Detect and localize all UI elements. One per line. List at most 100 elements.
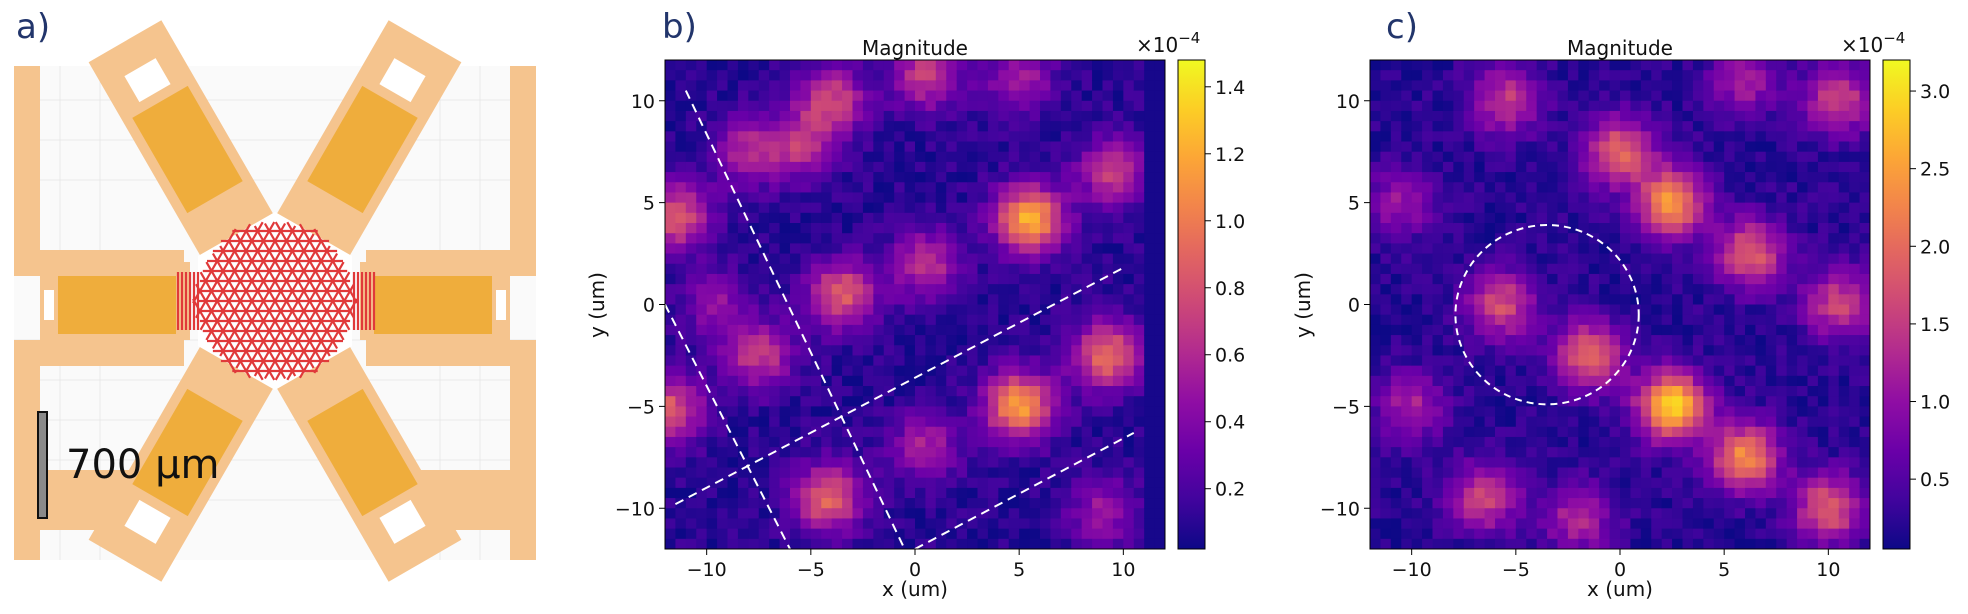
- heatmap-cell: [1776, 467, 1788, 479]
- heatmap-cell: [1536, 345, 1548, 357]
- heatmap-cell: [831, 304, 843, 316]
- heatmap-cell: [925, 233, 937, 244]
- heatmap-cell: [790, 121, 802, 132]
- heatmap-cell: [967, 90, 979, 102]
- heatmap-cell: [1682, 406, 1694, 418]
- heatmap-cell: [1797, 406, 1809, 418]
- heatmap-cell: [1060, 508, 1072, 520]
- heatmap-cell: [1588, 477, 1600, 489]
- heatmap-cell: [1692, 365, 1704, 377]
- heatmap-cell: [967, 131, 979, 143]
- heatmap-cell: [1050, 477, 1062, 489]
- heatmap-cell: [1817, 304, 1829, 316]
- heatmap-cell: [1724, 518, 1736, 530]
- heatmap-cell: [873, 396, 885, 407]
- heatmap-cell: [779, 172, 791, 183]
- heatmap-cell: [1040, 223, 1052, 234]
- heatmap-cell: [1484, 253, 1496, 265]
- heatmap-cell: [685, 304, 697, 316]
- heatmap-cell: [977, 335, 989, 346]
- heatmap-cell: [1609, 335, 1621, 346]
- heatmap-cell: [915, 304, 927, 316]
- heatmap-cell: [1092, 192, 1104, 204]
- heatmap-cell: [935, 406, 947, 418]
- heatmap-cell: [831, 233, 843, 244]
- heatmap-cell: [1713, 467, 1725, 479]
- heatmap-cell: [1422, 335, 1434, 346]
- heatmap-cell: [1817, 243, 1829, 255]
- heatmap-cell: [946, 233, 958, 244]
- heatmap-cell: [758, 365, 770, 377]
- heatmap-cell: [1123, 294, 1135, 306]
- heatmap-cell: [1453, 467, 1465, 479]
- heatmap-cell: [1797, 314, 1809, 326]
- heatmap-cell: [1432, 345, 1444, 357]
- heatmap-cell: [1630, 304, 1642, 316]
- heatmap-cell: [706, 121, 718, 132]
- heatmap-cell: [967, 212, 979, 224]
- heatmap-cell: [915, 375, 927, 387]
- heatmap-cell: [883, 426, 895, 438]
- heatmap-cell: [1682, 253, 1694, 265]
- heatmap-cell: [1463, 447, 1475, 458]
- heatmap-cell: [925, 416, 937, 428]
- heatmap-cell: [904, 161, 916, 173]
- heatmap-cell: [1380, 151, 1392, 163]
- heatmap-cell: [1807, 335, 1819, 346]
- heatmap-cell: [1411, 345, 1423, 357]
- heatmap-cell: [1817, 172, 1829, 183]
- heatmap-cell: [1734, 487, 1746, 499]
- heatmap-cell: [1755, 457, 1767, 469]
- heatmap-cell: [1432, 396, 1444, 407]
- heatmap-cell: [1133, 80, 1145, 92]
- heatmap-cell: [1734, 518, 1746, 530]
- heatmap-cell: [1092, 406, 1104, 418]
- heatmap-cell: [862, 70, 874, 81]
- heatmap-cell: [946, 304, 958, 316]
- heatmap-cell: [873, 121, 885, 132]
- heatmap-cell: [1092, 151, 1104, 163]
- heatmap-cell: [1849, 467, 1861, 479]
- heatmap-cell: [1422, 416, 1434, 428]
- heatmap-cell: [1515, 467, 1527, 479]
- heatmap-cell: [1838, 508, 1850, 520]
- heatmap-cell: [1463, 508, 1475, 520]
- heatmap-cell: [956, 192, 968, 204]
- heatmap-cell: [779, 365, 791, 377]
- heatmap-cell: [915, 233, 927, 244]
- heatmap-cell: [1567, 518, 1579, 530]
- heatmap-cell: [1380, 416, 1392, 428]
- heatmap-cell: [1786, 447, 1798, 458]
- heatmap-cell: [1807, 365, 1819, 377]
- heatmap-cell: [675, 294, 687, 306]
- heatmap-cell: [1008, 396, 1020, 407]
- heatmap-cell: [758, 90, 770, 102]
- heatmap-cell: [675, 498, 687, 509]
- heatmap-cell: [1370, 447, 1382, 458]
- panel-c-heatmap-cells: [1370, 60, 1870, 549]
- heatmap-cell: [894, 223, 906, 234]
- heatmap-cell: [1765, 426, 1777, 438]
- heatmap-cell: [883, 406, 895, 418]
- heatmap-cell: [1734, 243, 1746, 255]
- heatmap-cell: [852, 335, 864, 346]
- heatmap-cell: [1453, 151, 1465, 163]
- heatmap-cell: [1599, 110, 1611, 122]
- heatmap-cell: [1081, 477, 1093, 489]
- heatmap-cell: [1692, 416, 1704, 428]
- heatmap-cell: [665, 253, 677, 265]
- heatmap-cell: [1817, 355, 1829, 367]
- heatmap-cell: [1734, 141, 1746, 153]
- heatmap-cell: [1422, 131, 1434, 143]
- heatmap-cell: [967, 436, 979, 448]
- heatmap-cell: [946, 273, 958, 285]
- heatmap-cell: [1630, 375, 1642, 387]
- heatmap-cell: [769, 60, 781, 71]
- heatmap-cell: [1474, 151, 1486, 163]
- heatmap-cell: [1505, 365, 1517, 377]
- heatmap-cell: [1807, 538, 1819, 549]
- heatmap-cell: [1154, 355, 1165, 367]
- heatmap-cell: [1651, 386, 1663, 397]
- heatmap-cell: [831, 263, 843, 275]
- heatmap-cell: [894, 90, 906, 102]
